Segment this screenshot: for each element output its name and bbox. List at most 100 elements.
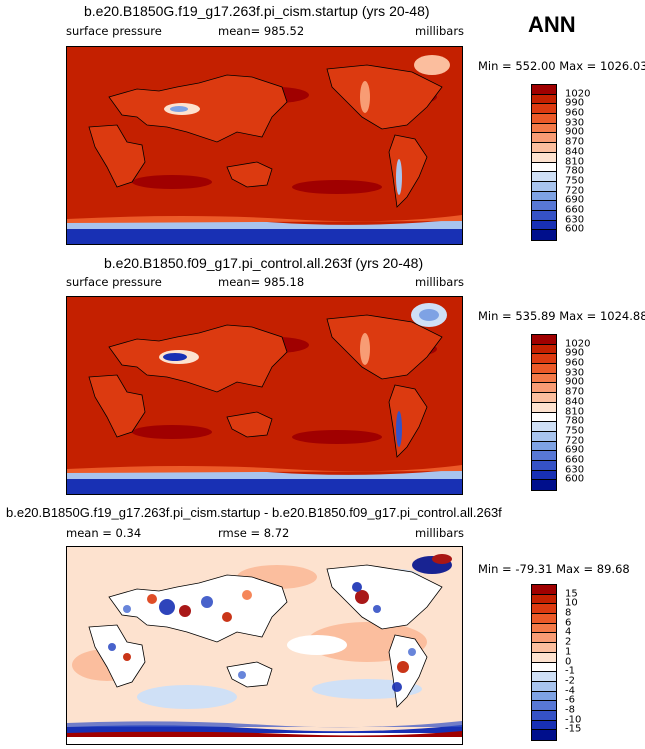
colorbar-tick-label: 10: [565, 597, 578, 609]
colorbar-swatch: [532, 470, 556, 481]
colorbar-tick-label: 8: [565, 607, 572, 619]
colorbar-swatch: [532, 460, 556, 471]
colorbar-tick-label: 1020: [565, 338, 591, 350]
colorbar: [531, 584, 557, 741]
colorbar-tick-label: -8: [565, 704, 575, 716]
colorbar-tick-label: -6: [565, 694, 575, 706]
colorbar-swatch: [532, 133, 556, 144]
colorbar-swatch: [532, 402, 556, 413]
colorbar-swatch: [532, 633, 556, 644]
colorbar-swatch: [532, 701, 556, 711]
colorbar-swatch: [532, 364, 556, 374]
colorbar-swatch: [532, 720, 556, 731]
variable-label: surface pressure: [66, 275, 162, 289]
rmse-label: rmse = 8.72: [218, 526, 290, 540]
colorbar-tick-label: 990: [565, 97, 585, 109]
colorbar-tick-label: 690: [565, 444, 585, 456]
colorbar-tick-label: 990: [565, 347, 585, 359]
colorbar-swatch: [532, 354, 556, 365]
colorbar-swatch: [532, 652, 556, 663]
minmax-label: Min = 552.00 Max = 1026.03: [478, 59, 645, 73]
colorbar-swatch: [532, 393, 556, 403]
colorbar-swatch: [532, 662, 556, 673]
colorbar-swatch: [532, 614, 556, 624]
variable-label: surface pressure: [66, 24, 162, 38]
colorbar-tick-label: -10: [565, 714, 582, 726]
colorbar-tick-label: 750: [565, 175, 585, 187]
colorbar-swatch: [532, 383, 556, 394]
colorbar-tick-label: 960: [565, 107, 585, 119]
world-map: [66, 296, 463, 495]
colorbar-swatch: [532, 94, 556, 105]
colorbar-swatch: [532, 104, 556, 115]
colorbar-swatch: [532, 672, 556, 682]
colorbar-tick-label: 750: [565, 425, 585, 437]
colorbar-swatch: [532, 412, 556, 423]
colorbar-swatch: [532, 643, 556, 653]
colorbar-swatch: [532, 230, 556, 240]
colorbar-swatch: [532, 422, 556, 432]
colorbar-tick-label: 870: [565, 136, 585, 148]
colorbar-swatch: [532, 480, 556, 490]
colorbar-swatch: [532, 730, 556, 740]
colorbar-tick-label: 630: [565, 214, 585, 226]
colorbar: [531, 84, 557, 241]
colorbar-tick-label: 840: [565, 396, 585, 408]
world-map: [66, 46, 463, 245]
units-label: millibars: [415, 24, 465, 38]
colorbar-swatch: [532, 691, 556, 702]
colorbar-swatch: [532, 123, 556, 134]
colorbar-tick-label: 630: [565, 464, 585, 476]
colorbar-swatch: [532, 191, 556, 202]
colorbar-tick-label: 720: [565, 435, 585, 447]
colorbar-tick-label: 780: [565, 165, 585, 177]
colorbar-swatch: [532, 181, 556, 192]
colorbar-tick-label: 600: [565, 223, 585, 235]
colorbar-tick-label: 660: [565, 204, 585, 216]
colorbar-tick-label: 960: [565, 357, 585, 369]
colorbar-swatch: [532, 604, 556, 615]
panel-title: b.e20.B1850G.f19_g17.263f.pi_cism.startu…: [6, 505, 502, 520]
colorbar-swatch: [532, 210, 556, 221]
colorbar-tick-label: -1: [565, 665, 575, 677]
colorbar-tick-label: 930: [565, 117, 585, 129]
units-label: millibars: [415, 275, 465, 289]
colorbar-tick-label: 1: [565, 646, 572, 658]
colorbar-swatch: [532, 710, 556, 721]
colorbar: [531, 334, 557, 491]
colorbar-swatch: [532, 220, 556, 231]
panel-title: b.e20.B1850.f09_g17.pi_control.all.263f …: [104, 255, 424, 271]
colorbar-tick-label: 6: [565, 617, 572, 629]
colorbar-tick-label: 810: [565, 406, 585, 417]
colorbar-tick-label: 690: [565, 194, 585, 206]
world-map: [66, 546, 463, 745]
minmax-label: Min = -79.31 Max = 89.68: [478, 562, 630, 576]
panel-title: b.e20.B1850G.f19_g17.263f.pi_cism.startu…: [84, 3, 430, 19]
mean-label: mean= 985.18: [218, 275, 305, 289]
colorbar-swatch: [532, 114, 556, 124]
colorbar-swatch: [532, 431, 556, 442]
units-label: millibars: [415, 526, 465, 540]
colorbar-tick-label: 4: [565, 626, 572, 638]
colorbar-tick-label: 810: [565, 156, 585, 167]
mean-label: mean = 0.34: [66, 526, 142, 540]
colorbar-swatch: [532, 335, 556, 345]
colorbar-swatch: [532, 162, 556, 173]
colorbar-swatch: [532, 585, 556, 595]
season-label: ANN: [528, 12, 576, 37]
colorbar-tick-label: 1020: [565, 88, 591, 100]
colorbar-tick-label: 720: [565, 185, 585, 197]
colorbar-tick-label: 780: [565, 415, 585, 427]
colorbar-swatch: [532, 172, 556, 182]
colorbar-tick-label: 0: [565, 656, 572, 667]
colorbar-swatch: [532, 681, 556, 692]
colorbar-swatch: [532, 143, 556, 153]
colorbar-tick-label: 900: [565, 376, 585, 388]
colorbar-tick-label: 900: [565, 126, 585, 138]
colorbar-tick-label: 930: [565, 367, 585, 379]
colorbar-swatch: [532, 623, 556, 634]
colorbar-tick-label: 2: [565, 636, 572, 648]
colorbar-tick-label: -2: [565, 675, 575, 687]
colorbar-tick-label: 870: [565, 386, 585, 398]
colorbar-swatch: [532, 441, 556, 452]
